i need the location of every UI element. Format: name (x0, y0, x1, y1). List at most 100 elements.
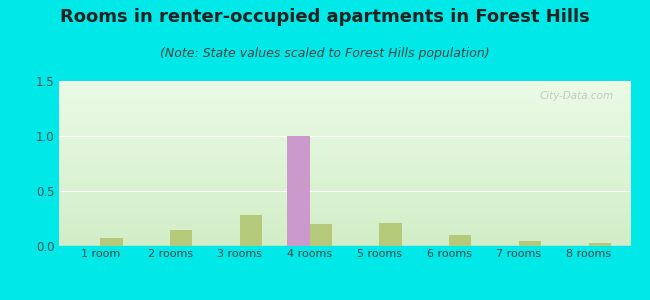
Bar (58, 82, 630, 83)
Bar (58, 163, 630, 164)
Bar (58, 113, 630, 114)
Bar (58, 106, 630, 107)
Bar (58, 97, 630, 98)
Bar (58, 98, 630, 99)
Bar (58, 197, 630, 198)
Bar (58, 180, 630, 181)
Bar (58, 213, 630, 214)
Bar (58, 96, 630, 97)
Bar (58, 114, 630, 115)
Bar (58, 241, 630, 242)
Bar (58, 160, 630, 161)
Bar (100, 238, 123, 246)
Bar (58, 234, 630, 235)
Bar (58, 100, 630, 101)
Text: City-Data.com: City-Data.com (540, 91, 614, 101)
Bar (58, 189, 630, 190)
Bar (589, 243, 611, 246)
Bar (58, 126, 630, 127)
Bar (58, 185, 630, 186)
Bar (58, 178, 630, 179)
Bar (58, 81, 630, 82)
Bar (58, 120, 630, 121)
Bar (58, 194, 630, 195)
Bar (58, 145, 630, 146)
Bar (58, 140, 630, 141)
Bar (58, 206, 630, 207)
Bar (58, 138, 630, 139)
Bar (58, 208, 630, 209)
Bar (58, 104, 630, 105)
Bar (58, 242, 630, 243)
Bar (58, 131, 630, 132)
Bar (58, 83, 630, 84)
Bar (58, 230, 630, 231)
Bar (58, 156, 630, 157)
Bar (58, 170, 630, 171)
Bar (58, 182, 630, 183)
Bar (58, 135, 630, 136)
Bar (58, 195, 630, 196)
Bar (58, 111, 630, 112)
Bar (58, 199, 630, 200)
Bar (58, 179, 630, 180)
Bar (58, 165, 630, 166)
Bar (58, 236, 630, 237)
Bar (58, 209, 630, 210)
Bar (58, 238, 630, 239)
Bar (58, 86, 630, 87)
Bar (58, 85, 630, 86)
Bar (58, 135, 630, 136)
Bar (58, 134, 630, 135)
Bar (58, 196, 630, 197)
Bar (58, 205, 630, 206)
Bar (58, 240, 630, 241)
Bar (58, 190, 630, 191)
Bar (58, 142, 630, 143)
Bar (58, 218, 630, 219)
Bar (58, 151, 630, 152)
Bar (58, 187, 630, 188)
Bar (58, 171, 630, 172)
Bar (58, 133, 630, 134)
Bar (58, 175, 630, 176)
Bar (58, 214, 630, 215)
Bar (58, 153, 630, 154)
Bar (58, 162, 630, 163)
Bar (58, 123, 630, 124)
Bar (58, 102, 630, 103)
Bar (58, 222, 630, 223)
Bar (58, 192, 630, 193)
Bar (58, 147, 630, 148)
Bar (58, 127, 630, 128)
Bar (58, 158, 630, 159)
Bar (58, 91, 630, 92)
Bar (58, 229, 630, 230)
Bar (58, 207, 630, 208)
Bar (58, 121, 630, 122)
Bar (58, 176, 630, 177)
Bar (58, 139, 630, 140)
Bar (58, 174, 630, 175)
Bar (58, 144, 630, 145)
Bar (58, 89, 630, 90)
Bar (58, 211, 630, 212)
Bar (58, 216, 630, 217)
Bar (58, 90, 630, 91)
Bar (170, 230, 192, 246)
Bar (58, 167, 630, 168)
Bar (58, 115, 630, 116)
Bar (58, 105, 630, 106)
Bar (309, 224, 332, 246)
Bar (58, 243, 630, 244)
Bar (58, 172, 630, 173)
Bar (58, 212, 630, 213)
Bar (58, 107, 630, 108)
Bar (58, 217, 630, 218)
Bar (58, 110, 630, 111)
Bar (58, 137, 630, 138)
Text: Rooms in renter-occupied apartments in Forest Hills: Rooms in renter-occupied apartments in F… (60, 8, 590, 26)
Bar (58, 232, 630, 233)
Bar (58, 215, 630, 216)
Bar (58, 200, 630, 201)
